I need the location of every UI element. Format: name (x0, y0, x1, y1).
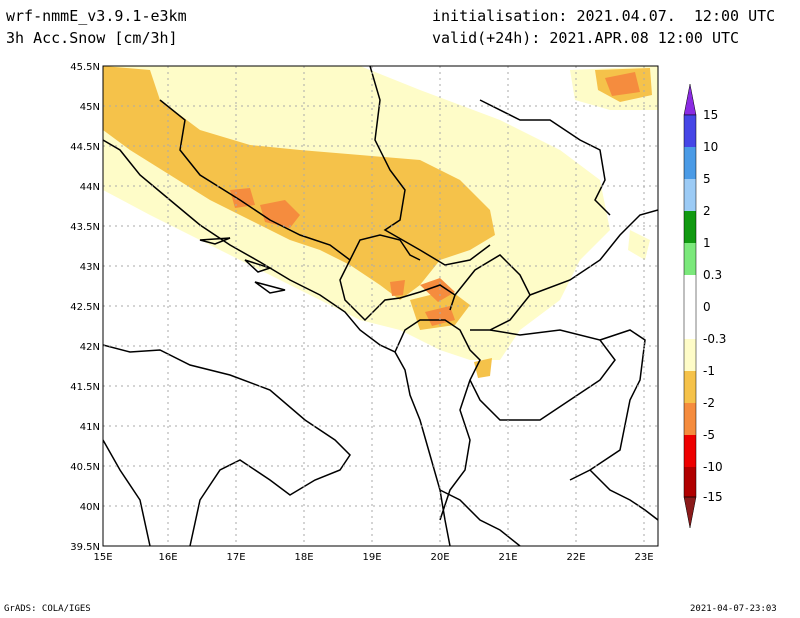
colorbar-box (684, 435, 696, 467)
lat-tick: 43.5N (70, 222, 100, 233)
lat-axis: 45.5N 45N 44.5N 44N 43.5N 43N 42.5N 42N … (70, 62, 100, 553)
field-title: 3h Acc.Snow [cm/3h] (6, 29, 178, 47)
colorbar-label: 2 (703, 204, 711, 218)
colorbar-outline (683, 114, 697, 498)
footer-credit: GrADS: COLA/IGES (4, 604, 91, 614)
adriatic-coast-east (103, 139, 451, 546)
colorbar-top-arrow (683, 83, 697, 116)
colorbar-label: 1 (703, 236, 711, 250)
lat-tick: 42.5N (70, 302, 100, 313)
lat-tick: 45.5N (70, 62, 100, 73)
croatia-islands (199, 237, 286, 294)
graticule (103, 66, 658, 546)
colorbar-label: -2 (703, 396, 715, 410)
lon-tick: 16E (158, 552, 177, 563)
coastlines-borders (103, 66, 658, 546)
albania-border (394, 319, 481, 521)
colorbar-box (684, 275, 696, 339)
lon-tick: 21E (498, 552, 517, 563)
colorbar-box (684, 147, 696, 179)
colorbar-label: 15 (703, 108, 718, 122)
macedonia-border (469, 329, 616, 421)
montenegro-border (339, 259, 456, 322)
snow-medium-area (103, 66, 495, 300)
colorbar-box (684, 371, 696, 403)
valid-value: 2021.APR.08 12:00 UTC (549, 29, 740, 47)
lat-tick: 43N (80, 262, 100, 273)
colorbar-label: -0.3 (703, 332, 726, 346)
snow-shading (103, 66, 658, 378)
romania-serbia-border (479, 99, 611, 216)
colorbar-box (684, 211, 696, 243)
init-line: initialisation: 2021.04.07. 12:00 UTC (432, 7, 775, 25)
italy-west-coast (103, 439, 151, 546)
greece-coast (439, 469, 658, 546)
map-frame (102, 65, 659, 547)
lat-tick: 42N (80, 342, 100, 353)
colorbar-box (684, 243, 696, 275)
lon-tick: 18E (294, 552, 313, 563)
lon-tick: 17E (226, 552, 245, 563)
bulgaria-border (529, 209, 658, 481)
lon-tick: 19E (362, 552, 381, 563)
snow-heavy-6 (390, 280, 405, 296)
init-value: 2021.04.07. 12:00 UTC (576, 7, 776, 25)
lat-tick: 41N (80, 422, 100, 433)
kosovo-border (454, 254, 531, 331)
lon-tick: 15E (93, 552, 112, 563)
lon-tick: 20E (430, 552, 449, 563)
colorbar-box (684, 467, 696, 497)
lat-tick: 44N (80, 182, 100, 193)
colorbar-box (684, 403, 696, 435)
valid-label: valid(+24h): (432, 29, 541, 47)
colorbar-label: -10 (703, 460, 723, 474)
colorbar-bottom-arrow (683, 496, 697, 529)
colorbar (683, 83, 697, 529)
lat-tick: 39.5N (70, 542, 100, 553)
italy-coast (103, 344, 351, 546)
snow-heavy-5 (605, 72, 640, 96)
lat-tick: 45N (80, 102, 100, 113)
colorbar-label: -1 (703, 364, 715, 378)
snow-heavy-3 (420, 278, 455, 302)
colorbar-label: 0 (703, 300, 711, 314)
snow-light-e (628, 230, 650, 260)
lon-axis: 15E 16E 17E 18E 19E 20E 21E 22E 23E (93, 552, 653, 563)
colorbar-label: -15 (703, 490, 723, 504)
colorbar-label: 10 (703, 140, 718, 154)
lat-tick: 41.5N (70, 382, 100, 393)
valid-line: valid(+24h): 2021.APR.08 12:00 UTC (432, 29, 739, 47)
lat-tick: 40.5N (70, 462, 100, 473)
colorbar-label: 5 (703, 172, 711, 186)
colorbar-box (684, 179, 696, 211)
lat-tick: 44.5N (70, 142, 100, 153)
lat-tick: 40N (80, 502, 100, 513)
serbia-border-west (369, 66, 491, 266)
init-label: initialisation: (432, 7, 568, 25)
lon-tick: 23E (634, 552, 653, 563)
colorbar-box (684, 115, 696, 131)
snow-heavy-1 (260, 200, 300, 228)
model-title: wrf-nmmE_v3.9.1-e3km (6, 7, 187, 25)
colorbar-label: -5 (703, 428, 715, 442)
lon-tick: 22E (566, 552, 585, 563)
colorbar-box (684, 131, 696, 147)
colorbar-label: 0.3 (703, 268, 722, 282)
colorbar-box (684, 339, 696, 371)
bosnia-border (159, 99, 421, 262)
footer-timestamp: 2021-04-07-23:03 (690, 604, 777, 614)
colorbar-labels: 15 10 5 2 1 0.3 0 -0.3 -1 -2 -5 -10 -15 (703, 108, 726, 504)
